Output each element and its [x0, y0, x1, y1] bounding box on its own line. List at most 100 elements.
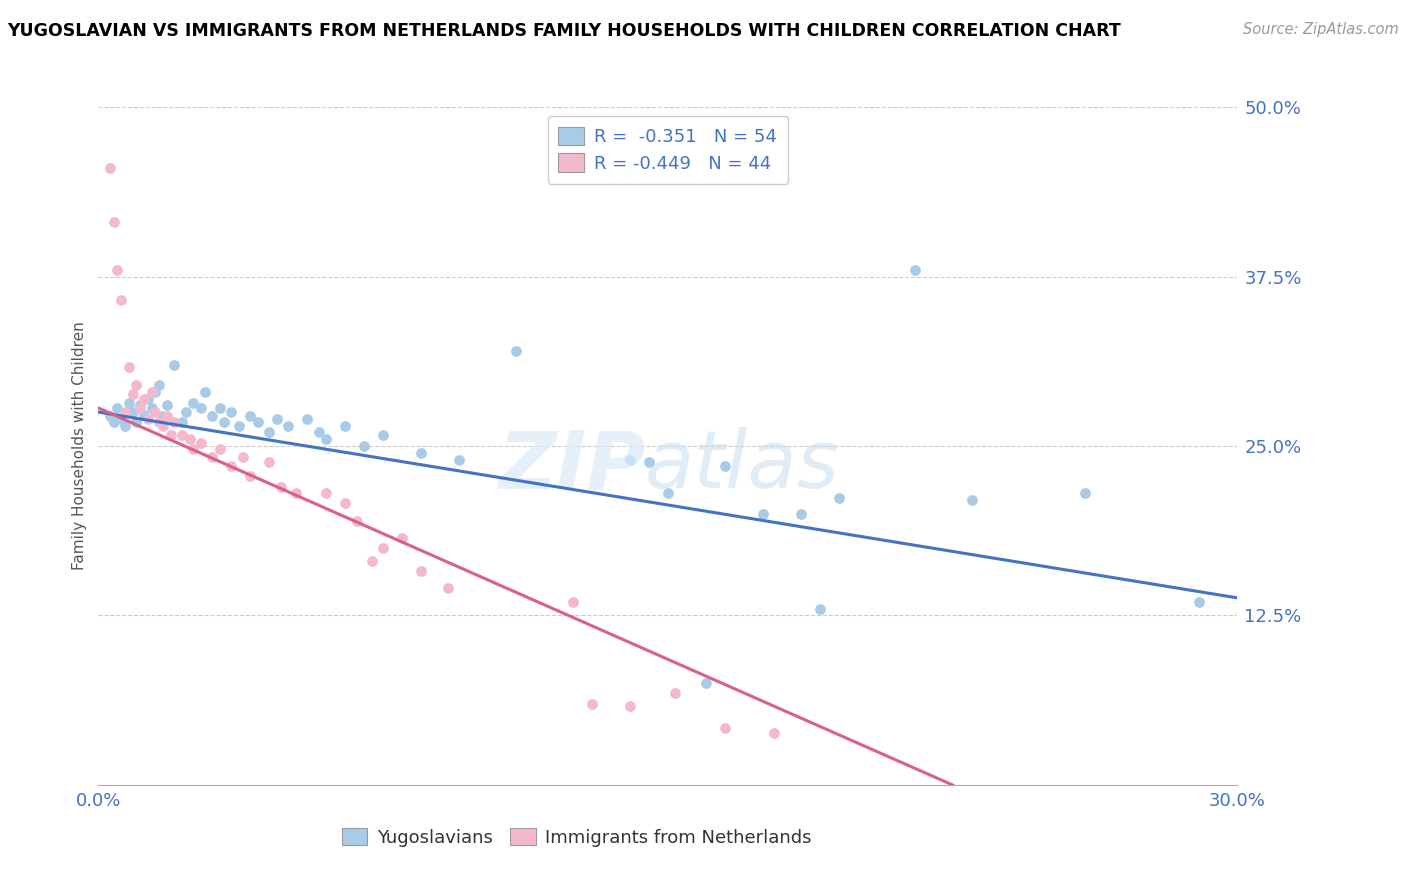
Point [960, 493, 983, 508]
Point [259, 455, 281, 469]
Point [664, 686, 686, 700]
Text: YUGOSLAVIAN VS IMMIGRANTS FROM NETHERLANDS FAMILY HOUSEHOLDS WITH CHILDREN CORRE: YUGOSLAVIAN VS IMMIGRANTS FROM NETHERLAN… [7, 22, 1121, 40]
Point [1188, 595, 1211, 609]
Point [411, 446, 433, 460]
Point [284, 486, 307, 500]
Point [190, 401, 212, 415]
Point [170, 415, 193, 429]
Point [190, 436, 212, 450]
Text: atlas: atlas [645, 427, 839, 506]
Point [194, 384, 217, 399]
Point [125, 415, 148, 429]
Point [239, 468, 262, 483]
Point [346, 514, 368, 528]
Point [98, 161, 121, 175]
Point [103, 415, 125, 429]
Point [752, 507, 775, 521]
Point [695, 676, 717, 690]
Point [208, 401, 231, 415]
Point [315, 432, 337, 446]
Point [114, 405, 136, 419]
Point [581, 697, 603, 711]
Point [103, 215, 125, 229]
Point [107, 401, 129, 415]
Text: Source: ZipAtlas.com: Source: ZipAtlas.com [1243, 22, 1399, 37]
Y-axis label: Family Households with Children: Family Households with Children [72, 322, 87, 570]
Point [212, 415, 235, 429]
Point [121, 405, 143, 419]
Point [790, 507, 813, 521]
Point [132, 408, 155, 422]
Point [129, 401, 152, 415]
Point [145, 384, 167, 399]
Point [714, 459, 737, 474]
Point [145, 405, 167, 419]
Point [118, 395, 141, 409]
Point [152, 418, 174, 433]
Point [239, 409, 262, 424]
Point [129, 398, 152, 412]
Point [619, 452, 641, 467]
Point [148, 415, 170, 429]
Point [411, 564, 433, 578]
Point [136, 392, 159, 406]
Point [159, 428, 181, 442]
Point [297, 412, 319, 426]
Point [505, 344, 527, 359]
Point [335, 496, 357, 510]
Point [201, 409, 224, 424]
Point [562, 595, 585, 609]
Point [360, 554, 382, 568]
Point [221, 405, 243, 419]
Point [179, 432, 201, 446]
Point [657, 486, 679, 500]
Point [353, 439, 375, 453]
Point [232, 450, 254, 464]
Point [619, 699, 641, 714]
Point [1074, 486, 1097, 500]
Point [152, 409, 174, 424]
Point [107, 262, 129, 277]
Point [170, 428, 193, 442]
Point [714, 721, 737, 735]
Point [98, 409, 121, 424]
Point [371, 541, 394, 555]
Point [132, 392, 155, 406]
Text: ZIP: ZIP [498, 427, 645, 506]
Point [828, 491, 851, 505]
Point [118, 360, 141, 375]
Point [125, 378, 148, 392]
Point [156, 398, 179, 412]
Legend: Yugoslavians, Immigrants from Netherlands: Yugoslavians, Immigrants from Netherland… [335, 821, 818, 854]
Point [136, 412, 159, 426]
Point [174, 405, 197, 419]
Point [335, 418, 357, 433]
Point [183, 442, 205, 456]
Point [266, 412, 288, 426]
Point [156, 409, 179, 424]
Point [259, 425, 281, 440]
Point [163, 415, 186, 429]
Point [110, 412, 132, 426]
Point [141, 401, 163, 415]
Point [277, 418, 299, 433]
Point [763, 726, 786, 740]
Point [315, 486, 337, 500]
Point [449, 452, 471, 467]
Point [183, 395, 205, 409]
Point [208, 442, 231, 456]
Point [308, 425, 330, 440]
Point [228, 418, 250, 433]
Point [246, 415, 269, 429]
Point [270, 480, 292, 494]
Point [148, 378, 170, 392]
Point [201, 450, 224, 464]
Point [221, 459, 243, 474]
Point [436, 582, 458, 596]
Point [904, 262, 927, 277]
Point [114, 418, 136, 433]
Point [121, 387, 143, 401]
Point [638, 455, 661, 469]
Point [391, 531, 413, 545]
Point [110, 293, 132, 307]
